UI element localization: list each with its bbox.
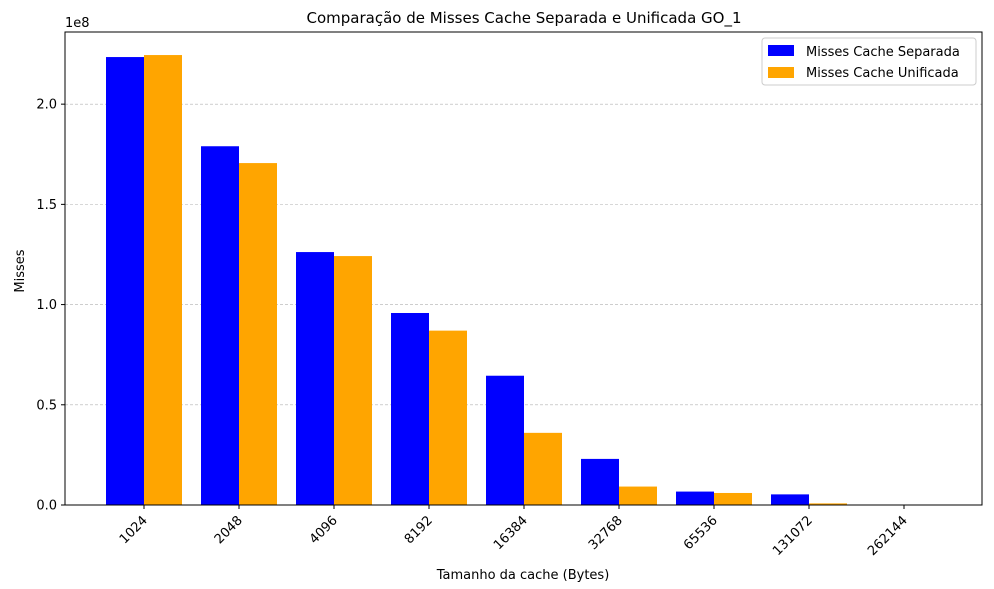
bar-unificada-131072	[809, 503, 847, 505]
bar-separada-8192	[391, 312, 429, 505]
bar-separada-131072	[771, 494, 809, 505]
y-tick-label: 0.0	[36, 499, 57, 514]
bars	[106, 55, 942, 506]
bar-separada-4096	[296, 252, 334, 505]
x-tick-label: 131072	[770, 513, 816, 559]
x-tick-label: 1024	[117, 513, 151, 547]
y-tick-label: 2.0	[36, 98, 57, 113]
bar-unificada-32768	[619, 486, 657, 505]
bar-separada-32768	[581, 458, 619, 505]
x-axis-label: Tamanho da cache (Bytes)	[436, 568, 610, 583]
y-tick-label: 1.5	[36, 198, 57, 213]
y-tick-label: 1.0	[36, 298, 57, 313]
bar-unificada-2048	[239, 163, 277, 505]
x-tick-label: 2048	[212, 513, 246, 547]
legend-label-separada: Misses Cache Separada	[806, 45, 960, 60]
bar-unificada-4096	[334, 256, 372, 505]
bar-unificada-1024	[144, 55, 182, 505]
legend-label-unificada: Misses Cache Unificada	[806, 66, 959, 81]
x-tick-label: 65536	[681, 513, 721, 553]
bar-separada-1024	[106, 57, 144, 505]
bar-separada-2048	[201, 146, 239, 506]
bar-unificada-16384	[524, 432, 562, 505]
y-axis-label: Misses	[13, 249, 28, 292]
bar-unificada-65536	[714, 492, 752, 505]
legend-frame	[761, 37, 977, 86]
bar-separada-65536	[676, 491, 714, 505]
x-tick-label: 262144	[865, 513, 911, 559]
legend: Misses Cache Separada Misses Cache Unifi…	[761, 37, 977, 86]
bar-separada-16384	[486, 375, 524, 505]
y-offset-label: 1e8	[65, 16, 90, 31]
x-tick-label: 32768	[586, 513, 626, 553]
x-tick-label: 16384	[491, 513, 531, 553]
legend-swatch-separada	[768, 45, 794, 56]
x-tick-label: 8192	[402, 513, 436, 547]
legend-swatch-unificada	[768, 67, 794, 78]
chart-title: Comparação de Misses Cache Separada e Un…	[307, 9, 742, 28]
bar-unificada-8192	[429, 330, 467, 505]
x-tick-label: 4096	[307, 513, 341, 547]
y-tick-label: 0.5	[36, 398, 57, 413]
